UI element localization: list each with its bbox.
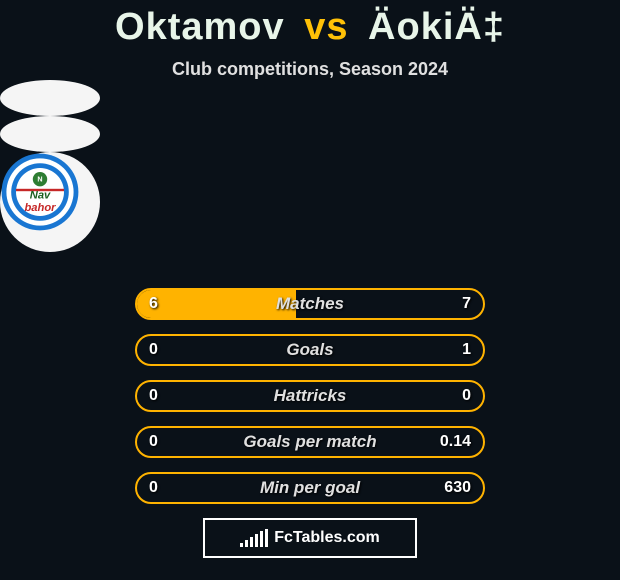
navbahor-logo-icon: N Nav bahor — [0, 152, 80, 232]
subtitle: Club competitions, Season 2024 — [0, 59, 620, 80]
stat-row: 6 Matches 7 — [135, 288, 485, 320]
team-left-shape-1 — [0, 80, 100, 116]
team-left-shape-2 — [0, 116, 100, 152]
stat-right-value: 630 — [444, 472, 471, 504]
stat-row: 0 Min per goal 630 — [135, 472, 485, 504]
stat-label: Matches — [135, 288, 485, 320]
badge-bottom-text: bahor — [24, 202, 56, 214]
stat-label: Hattricks — [135, 380, 485, 412]
stat-right-value: 0.14 — [440, 426, 471, 458]
stat-row: 0 Goals per match 0.14 — [135, 426, 485, 458]
player2-name: ÄokiÄ‡ — [368, 6, 505, 48]
stat-label: Goals — [135, 334, 485, 366]
team-right-badge: N Nav bahor — [0, 152, 100, 252]
watermark-text: FcTables.com — [274, 529, 380, 547]
stat-row: 0 Hattricks 0 — [135, 380, 485, 412]
stats-rows: 6 Matches 7 0 Goals 1 0 Hattricks 0 0 Go… — [0, 288, 620, 504]
stat-right-value: 1 — [462, 334, 471, 366]
watermark-box: FcTables.com — [203, 518, 417, 558]
stat-right-value: 7 — [462, 288, 471, 320]
vs-label: vs — [304, 6, 348, 48]
stat-row: 0 Goals 1 — [135, 334, 485, 366]
stat-label: Min per goal — [135, 472, 485, 504]
svg-text:N: N — [37, 175, 42, 184]
badge-top-text: Nav — [30, 189, 51, 201]
stat-right-value: 0 — [462, 380, 471, 412]
player1-name: Oktamov — [115, 6, 285, 48]
stat-label: Goals per match — [135, 426, 485, 458]
page-title: Oktamov vs ÄokiÄ‡ — [0, 0, 620, 49]
watermark-bars-icon — [240, 529, 268, 547]
